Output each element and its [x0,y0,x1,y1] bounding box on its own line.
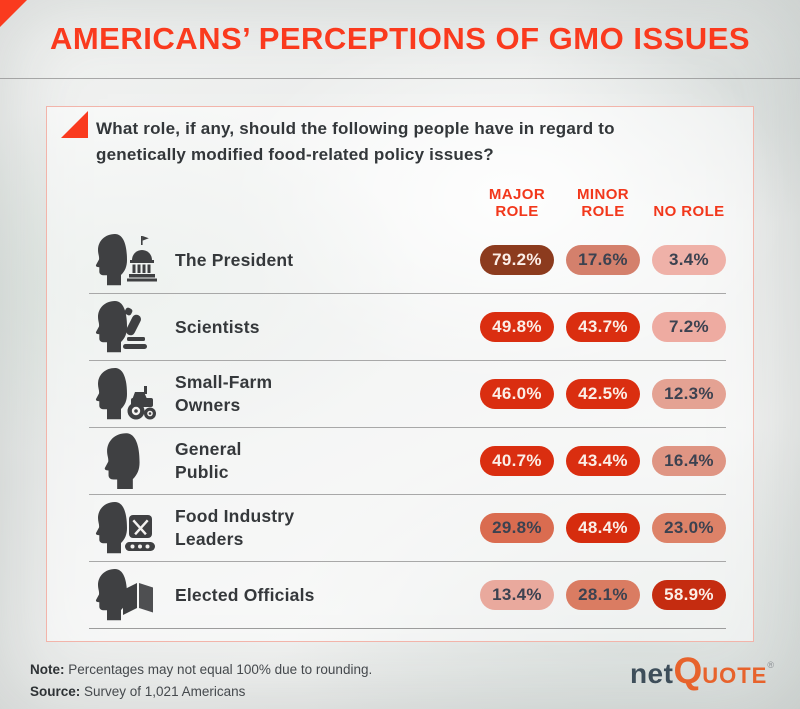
survey-card: What role, if any, should the following … [46,106,754,642]
registered-mark: ® [767,660,774,670]
logo-net-text: net [629,658,674,689]
percentage-pill-none: 7.2% [652,312,726,342]
table-row-scientists: Scientists 49.8% 43.7% 7.2% [89,294,726,361]
percentage-pill-none: 58.9% [652,580,726,610]
general-public-icon [104,433,140,489]
netquote-logo: net Q UOTE ® [629,650,774,691]
percentage-pill-minor: 17.6% [566,245,640,275]
percentage-pill-major: 46.0% [480,379,554,409]
percentage-pill-minor: 28.1% [566,580,640,610]
corner-triangle-decoration [0,0,27,27]
scientists-icon [95,301,147,353]
question-triangle-icon [61,111,88,138]
page-title: AMERICANS’ PERCEPTIONS OF GMO ISSUES [49,21,751,56]
percentage-pill-minor: 43.4% [566,446,640,476]
percentage-pill-major: 79.2% [480,245,554,275]
table-row-small-farm-owners: Small-Farm Owners 46.0% 42.5% 12.3% [89,361,726,428]
percentage-pill-minor: 48.4% [566,513,640,543]
table-row-president: The President 79.2% 17.6% 3.4% [89,227,726,294]
president-icon [95,234,157,286]
source-label: Source: [30,684,81,699]
note-line: Note: Percentages may not equal 100% due… [30,659,372,681]
column-header-minor-role: MINOR ROLE [577,186,629,220]
question-line-1: What role, if any, should the following … [96,119,615,138]
table-row-elected-officials: Elected Officials 13.4% 28.1% 58.9% [89,562,726,629]
source-line: Source: Survey of 1,021 Americans [30,681,372,703]
percentage-pill-none: 16.4% [652,446,726,476]
percentage-pill-none: 23.0% [652,513,726,543]
row-label: General Public [175,439,242,482]
question-text: What role, if any, should the following … [96,116,713,168]
percentage-pill-major: 13.4% [480,580,554,610]
note-label: Note: [30,662,65,677]
column-header-row: MAJOR ROLE MINOR ROLE NO ROLE [89,186,726,220]
row-label: The President [175,249,294,270]
table-row-general-public: General Public 40.7% 43.4% 16.4% [89,428,726,495]
source-text: Survey of 1,021 Americans [80,684,246,699]
survey-rows: The President 79.2% 17.6% 3.4% Scientist… [47,227,753,629]
column-header-major-role: MAJOR ROLE [488,186,546,220]
percentage-pill-none: 12.3% [652,379,726,409]
title-divider [0,78,800,79]
percentage-pill-major: 29.8% [480,513,554,543]
logo-uote-text: UOTE [702,663,768,688]
percentage-pill-minor: 42.5% [566,379,640,409]
percentage-pill-none: 3.4% [652,245,726,275]
table-row-food-industry-leaders: Food Industry Leaders 29.8% 48.4% 23.0% [89,495,726,562]
percentage-pill-major: 49.8% [480,312,554,342]
question-line-2: genetically modified food-related policy… [96,145,494,164]
column-header-no-role: NO ROLE [653,203,725,220]
percentage-pill-major: 40.7% [480,446,554,476]
row-label: Scientists [175,316,260,337]
percentage-pill-minor: 43.7% [566,312,640,342]
elected-officials-icon [95,569,153,621]
note-text: Percentages may not equal 100% due to ro… [64,662,373,677]
food-industry-leaders-icon [95,502,155,554]
logo-q-text: Q [673,650,703,691]
row-label: Food Industry Leaders [175,506,295,549]
footer-notes: Note: Percentages may not equal 100% due… [30,659,372,703]
row-label: Elected Officials [175,584,315,605]
small-farm-owners-icon [95,368,156,420]
row-label: Small-Farm Owners [175,372,273,415]
